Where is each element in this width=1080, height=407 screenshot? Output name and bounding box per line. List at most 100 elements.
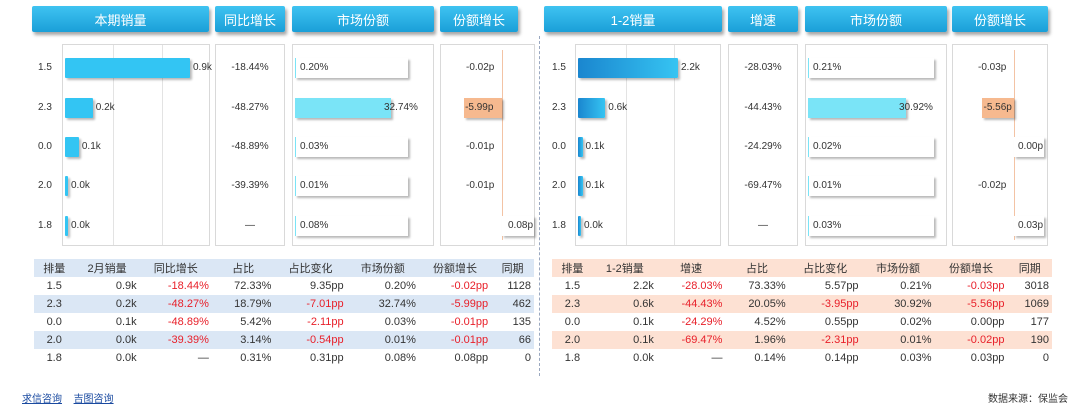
left-growth-zero-line [502,50,503,240]
left-column-header: 占比变化 [288,263,333,275]
right-share-bar [808,176,934,196]
right-sales-bar [578,58,678,78]
left-category-label: 2.3 [38,102,52,113]
right-table-row: 1.5 2.2k -28.03% 73.33% 5.57pp 0.21% -0.03pp 30… [552,277,1052,295]
left-table-cell: -48.27% [167,298,209,310]
left-yoy-value: — [245,220,255,231]
left-share-label: 0.08% [300,220,329,231]
footer-link-jitu[interactable]: 吉图咨询 [73,394,114,405]
section-divider [539,36,540,376]
right-table-cell: 0.1k [633,334,654,346]
right-table-cell: -2.31pp [821,334,859,346]
header-yoy-right: 增速 [728,6,798,32]
right-table-cell: 1.5 [564,280,581,292]
right-column-header: 同期 [1018,263,1041,275]
right-table-cell: 4.52% [754,316,786,328]
header-share-right: 市场份额 [805,6,947,32]
header-share-growth-right: 份额增长 [952,6,1048,32]
right-growth-bar [1014,216,1044,236]
left-table-cell: 0.31pp [310,352,344,364]
left-table-cell: -7.01pp [306,298,344,310]
right-table-cell: 0.0k [633,352,654,364]
left-table-cell: 462 [512,298,531,310]
left-table-cell: 1.8 [46,352,62,364]
right-data-table: 排量 1-2销量 增速 占比 占比变化 市场份额 份额增长 同期 1.5 2.2k -28.03% 7… [552,259,1052,367]
left-share-bar [295,58,408,78]
left-column-header: 同比增长 [153,263,198,275]
right-category-label: 2.0 [552,180,566,191]
left-share-label: 0.01% [300,180,329,191]
left-table-cell: 0.9k [115,280,137,292]
left-sales-bar [65,176,68,196]
right-table-cell: -3.95pp [821,298,859,310]
left-table-cell: 0 [524,352,531,364]
right-yoy-value: — [758,220,768,231]
left-sales-label: 0.2k [95,102,115,113]
left-table-cell: 66 [518,334,531,346]
right-growth-label: -0.03p [978,62,1007,73]
right-sales-grid [674,45,675,245]
right-sales-panel [575,44,721,246]
left-table-cell: 0.08pp [454,352,489,364]
left-table-cell: 5.42% [240,316,272,328]
left-sales-bar [65,58,190,78]
right-table-cell: 20.05% [748,298,786,310]
right-share-growth-panel [952,44,1048,246]
left-table-cell: 0.0 [46,316,62,328]
left-sales-grid [113,45,114,245]
left-category-label: 2.0 [38,180,52,191]
right-column-header: 份额增长 [948,263,993,275]
right-share-panel [805,44,947,246]
right-growth-label: 0.00p [1018,141,1044,152]
left-share-label: 0.20% [300,62,329,73]
footer-link-qiuxin[interactable]: 求信咨询 [22,394,62,405]
left-share-label: 0.03% [300,141,329,152]
right-share-bar [808,98,906,118]
right-table-cell: 1.96% [754,334,786,346]
left-table-cell: 1128 [507,280,531,292]
right-sales-bar [578,216,581,236]
left-growth-bar [464,98,502,118]
data-source: 数据来源：保监会 [988,394,1068,405]
right-table-cell: 190 [1030,334,1049,346]
left-table-cell: -39.39% [167,334,209,346]
left-sales-label: 0.9k [193,62,212,73]
right-yoy-value: -28.03% [744,62,782,73]
left-yoy-value: -18.44% [231,62,269,73]
right-table-cell: 0.03% [900,352,932,364]
left-sales-bar [65,98,93,118]
right-table-row: 2.0 0.1k -69.47% 1.96% -2.31pp 0.01% -0.02pp 19… [552,331,1052,349]
right-sales-bar [578,137,583,157]
left-table-cell: 3.14% [240,334,272,346]
right-sales-bar [578,98,606,118]
right-column-header: 排量 [561,263,584,275]
right-table-cell: 30.92% [894,298,932,310]
right-column-header: 1-2销量 [605,263,644,275]
right-growth-bar [1014,137,1044,157]
right-column-header: 增速 [680,263,703,275]
left-table-cell: -18.44% [167,280,209,292]
left-table-cell: 0.01% [384,334,416,346]
right-sales-label: 0.6k [608,102,628,113]
left-share-growth-panel [440,44,535,246]
right-yoy-value: -44.43% [744,102,782,113]
right-share-label: 0.03% [813,220,842,231]
left-table-header: 排量 2月销量 同比增长 占比 占比变化 市场份额 份额增长 同期 [34,259,534,277]
right-table-cell: 0.0 [564,316,581,328]
right-share-label: 0.02% [813,141,842,152]
footer-links: 求信咨询 吉图咨询 [22,390,114,405]
right-table-cell: 5.57pp [824,280,859,292]
left-table-cell: 0.03% [384,316,416,328]
left-table-cell: 0.31% [240,352,272,364]
right-table-cell: 177 [1030,316,1049,328]
right-table-cell: — [711,352,723,364]
left-yoy-panel [215,44,285,246]
right-table-cell: 73.33% [748,280,786,292]
left-data-table: 排量 2月销量 同比增长 占比 占比变化 市场份额 份额增长 同期 1.5 0.9k -18.44%… [34,259,534,367]
right-table-cell: 0.14% [754,352,786,364]
header-share-left: 市场份额 [292,6,434,32]
right-table-header: 排量 1-2销量 增速 占比 占比变化 市场份额 份额增长 同期 [552,259,1052,277]
left-table-cell: 1.5 [46,280,62,292]
right-column-header: 市场份额 [876,263,921,275]
left-sales-bar [65,216,68,236]
